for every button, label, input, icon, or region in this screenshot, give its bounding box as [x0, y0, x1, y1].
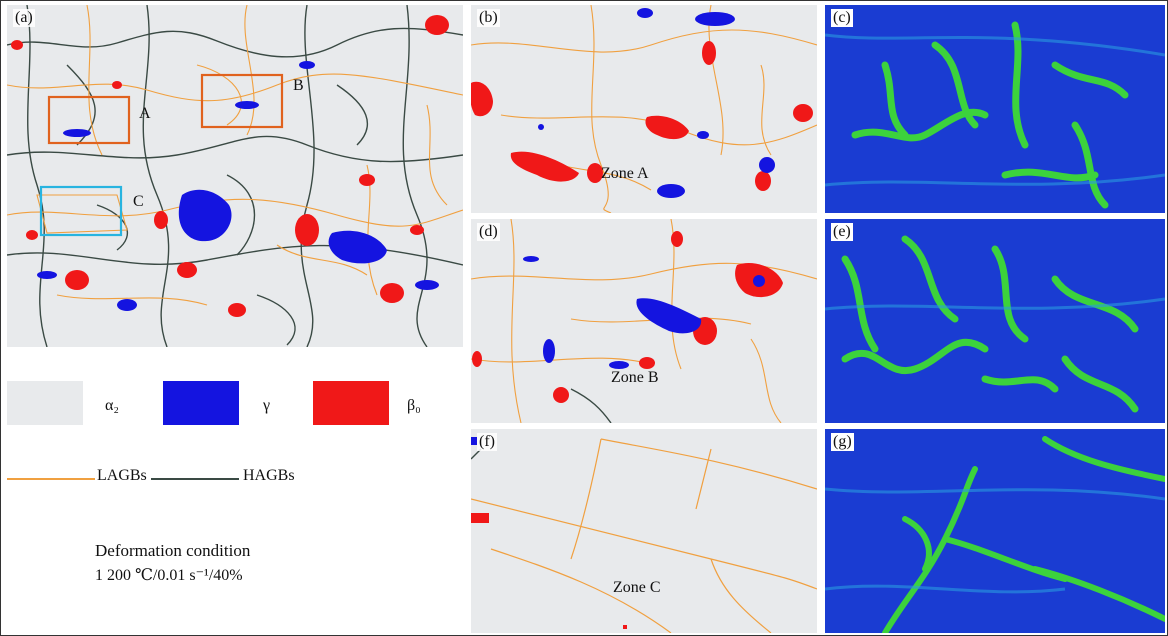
legend-line-lagb — [7, 478, 95, 480]
panel-c-kam-bands — [851, 21, 1129, 209]
legend-label-lagb: LAGBs — [97, 467, 147, 484]
deformation-condition-value: 1 200 ℃/0.01 s⁻¹/40% — [95, 567, 243, 584]
panel-d-letter: (d) — [477, 223, 500, 241]
panel-d-phase-map: (d) Zone B — [471, 219, 817, 423]
panel-g-kam-map: (g) — [825, 429, 1165, 633]
panel-g-kam-bands — [882, 436, 1165, 633]
lagb-network — [7, 5, 463, 306]
panel-g-kam-fine — [825, 487, 1165, 594]
panel-e-kam-bands — [841, 235, 1139, 413]
panel-a-letter: (a) — [13, 9, 35, 27]
legend-label-beta0: β₀ — [407, 397, 421, 414]
beta0-phase — [11, 15, 449, 317]
legend: α₂ γ β₀ LAGBs HAGBs Deformation conditio… — [7, 353, 463, 633]
box-b-label: B — [293, 77, 304, 94]
legend-label-alpha2: α₂ — [105, 397, 119, 414]
panel-f-letter: (f) — [477, 433, 497, 451]
panel-a-phase-map: (a) A B C — [7, 5, 463, 347]
panel-f-svg — [471, 437, 817, 633]
panel-b-letter: (b) — [477, 9, 500, 27]
panel-f-gamma — [471, 437, 477, 445]
panel-c-svg — [825, 21, 1165, 209]
legend-swatch-beta0 — [313, 381, 389, 425]
region-box-c — [39, 185, 123, 237]
legend-line-hagb — [151, 478, 239, 480]
panel-b-phase-map: (b) Zone A — [471, 5, 817, 213]
gamma-phase — [37, 61, 439, 311]
box-c-label: C — [133, 193, 144, 210]
panel-c-kam-fine — [825, 33, 1165, 187]
panel-b-svg — [471, 5, 817, 213]
region-box-b — [200, 73, 284, 129]
panel-g-letter: (g) — [831, 433, 854, 451]
panel-f-beta0 — [471, 513, 489, 523]
panel-f-lagb — [471, 438, 817, 633]
panel-c-kam-map: (c) — [825, 5, 1165, 213]
panel-f-phase-map: (f) Zone C — [471, 429, 817, 633]
zone-c-label: Zone C — [613, 579, 661, 596]
panel-e-kam-map: (e) — [825, 219, 1165, 423]
panel-d-gamma — [523, 256, 765, 369]
legend-label-gamma: γ — [263, 397, 271, 414]
panel-b-beta0 — [471, 41, 813, 191]
panel-d-beta0 — [472, 231, 783, 403]
panel-d-lagb — [471, 219, 817, 423]
box-a-label: A — [139, 105, 151, 122]
panel-e-letter: (e) — [831, 223, 853, 241]
zone-b-label: Zone B — [611, 369, 659, 386]
zone-a-label: Zone A — [601, 165, 649, 182]
panel-d-svg — [471, 219, 817, 423]
panel-f-beta0-dot — [623, 625, 627, 629]
panel-c-letter: (c) — [831, 9, 853, 27]
legend-label-hagb: HAGBs — [243, 467, 295, 484]
panel-e-kam-fine — [825, 297, 1165, 311]
panel-d-hagb — [570, 388, 612, 423]
panel-a-svg — [7, 5, 463, 347]
region-box-a — [47, 95, 131, 145]
panel-b-gamma — [538, 8, 775, 198]
legend-swatch-gamma — [163, 381, 239, 425]
panel-e-svg — [825, 235, 1165, 413]
legend-swatch-alpha2 — [7, 381, 83, 425]
hagb-network — [7, 5, 463, 347]
deformation-condition-title: Deformation condition — [95, 541, 251, 560]
panel-g-svg — [825, 436, 1165, 633]
